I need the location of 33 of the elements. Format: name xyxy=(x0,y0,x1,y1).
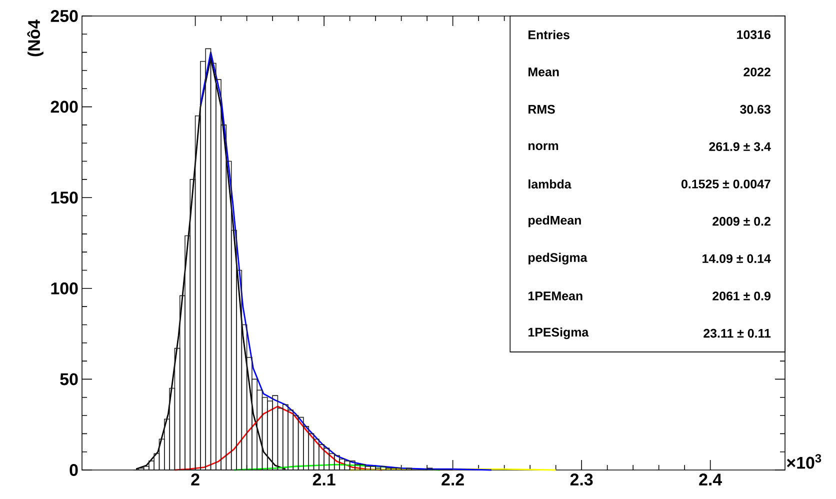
line-series xyxy=(200,52,492,471)
x-tick-label: 2.1 xyxy=(312,474,336,486)
annotation: norm xyxy=(528,143,558,150)
y-tick-label: 100 xyxy=(51,282,78,294)
annotation: 23.11 ± 0.11 xyxy=(704,328,771,338)
y-tick-label: 150 xyxy=(51,192,78,204)
annotation: pedMean xyxy=(528,215,581,228)
annotation: RMS xyxy=(528,104,555,114)
annotation: pedSigma xyxy=(528,252,588,264)
y-tick-label: 200 xyxy=(50,100,78,113)
annotation: 1PESigma xyxy=(528,327,589,340)
line-series xyxy=(135,57,286,470)
y-tick-label: 250 xyxy=(50,10,78,22)
x-tick-label: 2.3 xyxy=(570,474,593,486)
y-tick-label: 50 xyxy=(60,373,78,386)
annotation: 30.63 xyxy=(740,104,770,114)
y-tick-label: 0 xyxy=(70,464,78,476)
y-axis-title: (Nô4 xyxy=(27,20,44,56)
annotation: Mean xyxy=(528,68,559,76)
annotation: 2061 ± 0.9 xyxy=(712,292,770,300)
x-axis-title: ×10$^{3}$ xyxy=(786,454,822,469)
x-tick-label: 2.4 xyxy=(699,474,722,486)
annotation: 261.9 ± 3.4 xyxy=(709,142,771,152)
annotation: 14.09 ± 0.14 xyxy=(702,254,771,264)
x-tick-label: 2.2 xyxy=(442,474,464,486)
annotation: 2009 ± 0.2 xyxy=(712,216,770,226)
x-tick-label: 2 xyxy=(191,474,200,486)
annotation: 2022 xyxy=(744,68,770,76)
annotation: 1PEMean xyxy=(528,292,582,300)
annotation: 10316 xyxy=(737,30,770,40)
annotation: Entries xyxy=(528,30,570,40)
annotation: 0.1525 ± 0.0047 xyxy=(682,180,770,188)
annotation: lambda xyxy=(528,179,572,189)
